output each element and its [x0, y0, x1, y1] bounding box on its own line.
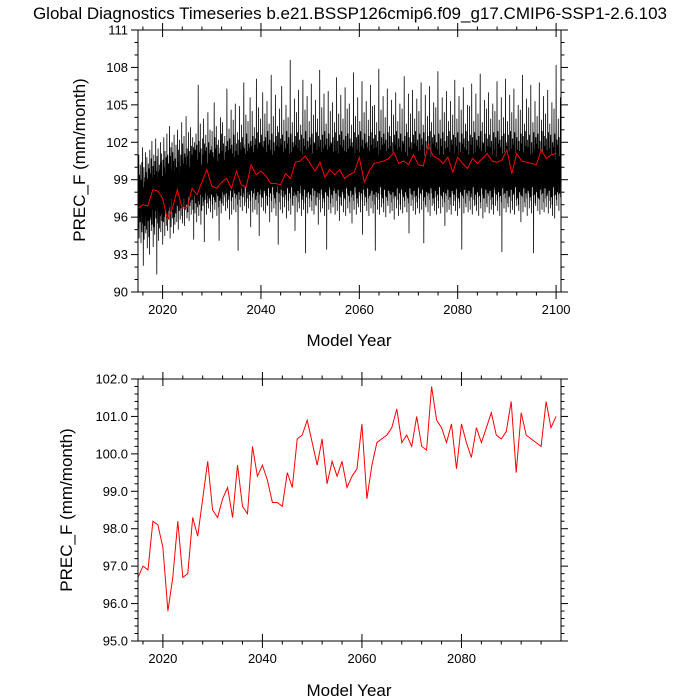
y-tick-label: 98.0: [103, 521, 128, 536]
x-tick-label: 2100: [542, 302, 571, 317]
y-tick-label: 102.0: [95, 372, 128, 387]
x-tick-label: 2020: [148, 651, 177, 666]
annual-panel: 2020 2040 2060 2080 95.0 96.0 97.0 98.0 99.0 100.…: [95, 372, 568, 666]
series-line-annual: [137, 143, 557, 222]
x-tick-label: 2060: [345, 302, 374, 317]
y-tick-label: 100.0: [95, 446, 128, 461]
y-tick-label: 111: [108, 23, 128, 38]
x-tick-label: 2040: [247, 302, 276, 317]
plot-frame: [137, 378, 562, 642]
y-tick-label: 101.0: [95, 409, 128, 424]
series-line-monthly: [137, 59, 562, 275]
plot-frame: [137, 29, 562, 293]
y-tick-label: 97.0: [103, 559, 128, 574]
y-tick-label: 95.0: [103, 634, 128, 649]
y-tick-label: 108: [106, 60, 128, 75]
monthly-ylabel: PREC_F (mm/month): [70, 78, 89, 241]
annual-xlabel: Model Year: [306, 681, 391, 700]
y-tick-label: 99: [114, 172, 128, 187]
y-tick-label: 96: [114, 210, 128, 225]
y-tick-label: 96.0: [103, 596, 128, 611]
x-tick-label: 2080: [443, 302, 472, 317]
y-tick-label: 90: [114, 285, 128, 300]
annual-ylabel: PREC_F (mm/month): [57, 428, 76, 591]
monthly-panel: 2020 2040 2060 2080 2100 90 93 96 99 102 105 108 111: [106, 23, 570, 318]
monthly-xlabel: Model Year: [306, 331, 391, 350]
x-tick-label: 2040: [248, 651, 277, 666]
y-tick-label: 93: [114, 247, 128, 262]
x-tick-label: 2080: [447, 651, 476, 666]
x-tick-label: 2020: [148, 302, 177, 317]
y-tick-label: 99.0: [103, 484, 128, 499]
y-tick-label: 102: [106, 135, 128, 150]
x-tick-label: 2060: [347, 651, 376, 666]
series-line-annual: [137, 386, 557, 612]
figure-title: Global Diagnostics Timeseries b.e21.BSSP…: [33, 4, 667, 23]
y-tick-label: 105: [106, 97, 128, 112]
